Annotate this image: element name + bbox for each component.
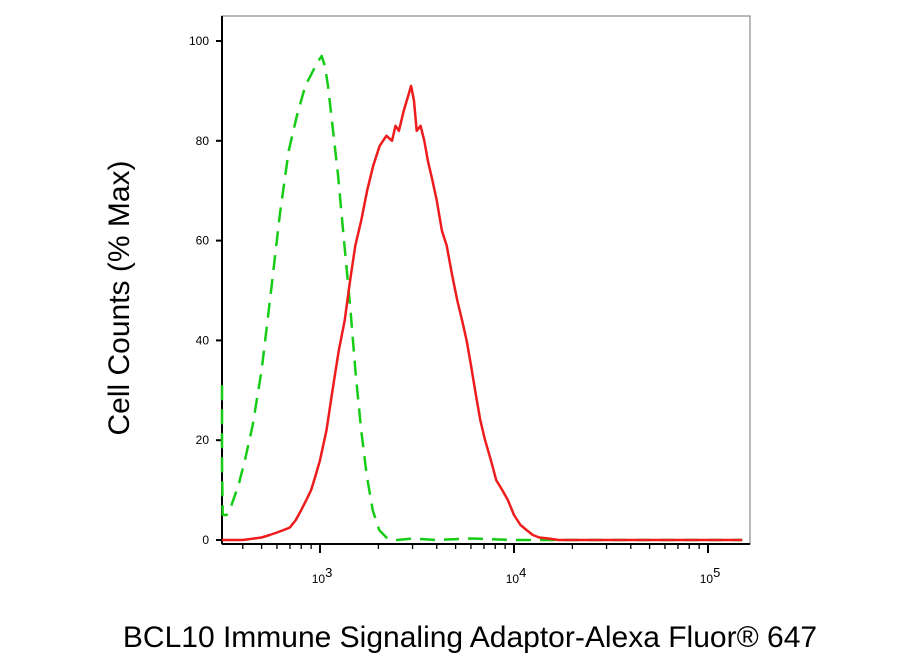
x-axis-ticks: 103 104 105: [242, 544, 721, 586]
y-tick-label: 20: [196, 433, 210, 447]
y-axis-title: Cell Counts (% Max): [103, 160, 136, 435]
x-axis-title: BCL10 Immune Signaling Adaptor-Alexa Flu…: [123, 621, 817, 654]
plot-frame: [221, 15, 751, 545]
bcl10-stained-histogram-line: [222, 84, 743, 542]
y-tick-label: 100: [189, 34, 209, 48]
y-axis-ticks: 0 20 40 60 80 100: [189, 34, 222, 547]
x-tick-label: 104: [506, 565, 527, 586]
isotype-control-histogram-line: [220, 54, 743, 542]
y-tick-label: 40: [196, 333, 210, 347]
y-tick-label: 0: [202, 533, 209, 547]
x-tick-label: 103: [312, 565, 333, 586]
y-tick-label: 60: [196, 234, 210, 248]
y-tick-label: 80: [196, 134, 210, 148]
x-tick-label: 105: [700, 565, 721, 586]
series-layer: [220, 54, 743, 542]
